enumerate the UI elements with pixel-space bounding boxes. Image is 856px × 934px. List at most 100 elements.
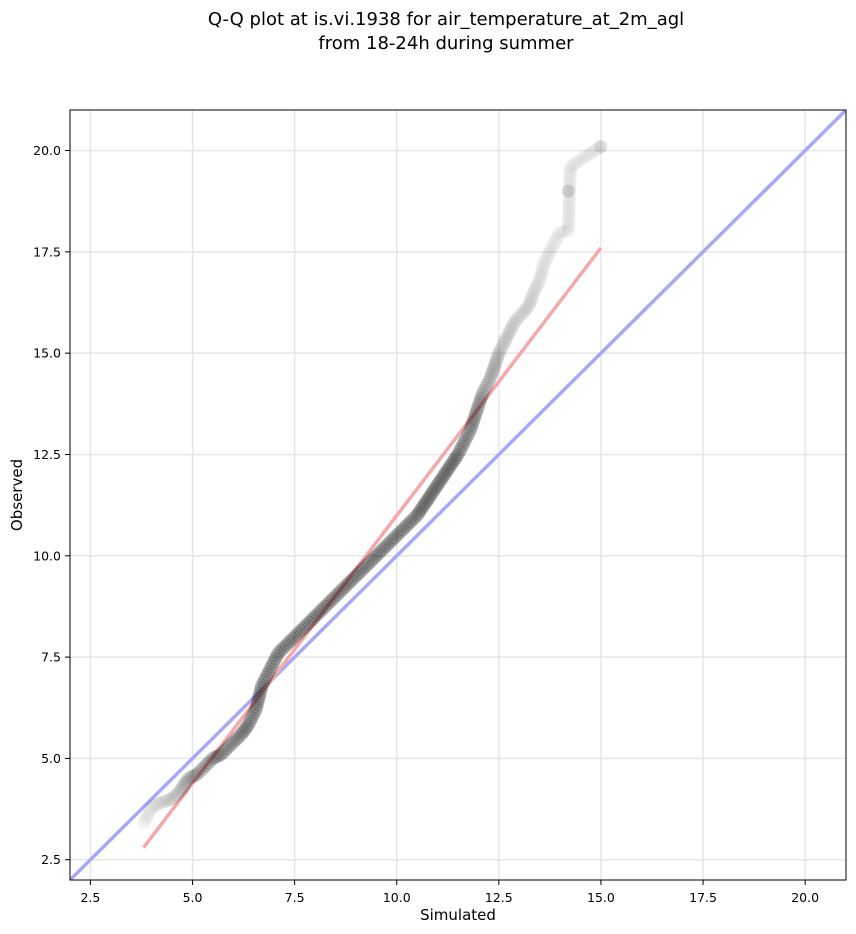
quantile-point: [326, 591, 341, 606]
quantile-point: [385, 532, 400, 547]
quantile-point: [363, 554, 378, 569]
quantile-point: [240, 719, 255, 733]
quantile-point: [357, 560, 372, 575]
quantile-point: [408, 510, 423, 525]
y-axis-label: Observed: [8, 459, 26, 531]
quantile-point: [228, 733, 243, 748]
quantile-point: [418, 496, 433, 511]
quantile-point: [251, 691, 266, 706]
quantile-point: [507, 316, 521, 330]
quantile-point: [328, 589, 343, 604]
quantile-point: [506, 319, 520, 333]
quantile-point: [519, 302, 533, 316]
quantile-point: [490, 351, 504, 365]
quantile-point: [287, 629, 302, 644]
quantile-point: [187, 768, 202, 783]
quantile-point: [594, 139, 608, 153]
quantile-point: [316, 601, 331, 616]
quantile-point: [260, 667, 275, 682]
quantile-point: [334, 583, 349, 598]
quantile-point: [429, 479, 444, 494]
quantile-point: [399, 518, 414, 533]
quantile-point: [493, 343, 507, 357]
quantile-point: [336, 581, 351, 596]
quantile-point: [207, 750, 222, 765]
quantile-point: [253, 683, 268, 698]
grid-layer: [70, 110, 846, 880]
quantile-point: [442, 459, 457, 474]
quantile-point: [449, 449, 464, 464]
quantile-point: [492, 346, 506, 360]
quantile-point: [195, 761, 210, 776]
reference-line-1-to-1: [70, 110, 846, 880]
y-tick-label: 12.5: [33, 447, 61, 462]
quantile-point: [453, 442, 468, 457]
quantile-point: [475, 386, 490, 401]
quantile-point: [261, 664, 276, 679]
quantile-point: [365, 552, 380, 567]
quantile-point: [205, 751, 220, 766]
quantile-point: [500, 331, 514, 345]
quantile-point: [441, 461, 456, 476]
data-layer: [70, 110, 846, 880]
quantile-point: [318, 599, 333, 614]
y-tick-label: 2.5: [41, 852, 61, 867]
y-tick-label: 20.0: [33, 143, 61, 158]
quantile-point: [248, 702, 263, 717]
quantile-point: [212, 748, 227, 763]
quantile-point: [496, 338, 510, 352]
x-tick-label: 5.0: [183, 890, 203, 905]
quantile-point: [391, 526, 406, 541]
quantile-point: [226, 735, 241, 750]
quantile-point: [427, 481, 442, 496]
quantile-point: [431, 475, 446, 490]
quantile-point: [340, 577, 355, 592]
quantile-point: [279, 637, 294, 652]
quantile-point: [468, 406, 483, 421]
quantile-point: [330, 587, 345, 602]
quantile-point: [455, 439, 470, 454]
quantile-point: [422, 490, 437, 505]
quantile-point: [324, 593, 339, 608]
quantile-point: [214, 747, 229, 762]
quantile-point: [267, 654, 282, 669]
quantile-point: [322, 595, 337, 610]
quantile-point: [486, 360, 501, 375]
quantile-point: [352, 565, 367, 579]
x-tick-label: 20.0: [791, 890, 819, 905]
quantile-point: [464, 418, 479, 433]
quantile-point: [297, 619, 312, 634]
quantile-point: [469, 403, 484, 418]
chart-title-line-2: from 18-24h during summer: [318, 33, 574, 54]
quantile-point: [461, 425, 476, 440]
quantile-point: [389, 528, 404, 543]
quantile-point: [252, 686, 267, 701]
x-tick-label: 2.5: [80, 890, 100, 905]
quantile-point: [486, 363, 501, 378]
quantile-point: [183, 770, 198, 785]
quantile-point: [484, 368, 499, 383]
quantile-point: [433, 473, 448, 488]
quantile-point: [434, 471, 449, 486]
quantile-point: [249, 700, 264, 715]
quantile-point: [201, 755, 216, 770]
quantile-point: [518, 304, 532, 318]
quantile-point: [256, 675, 271, 690]
quantile-point: [216, 745, 231, 760]
quantile-point: [348, 569, 363, 584]
plot-frame: [69, 109, 847, 881]
quantile-point: [497, 336, 511, 350]
quantile-point: [465, 415, 480, 430]
quantile-point: [501, 328, 515, 342]
quantile-point: [269, 648, 284, 663]
x-tick-label: 17.5: [689, 890, 717, 905]
quantile-point: [264, 659, 279, 674]
y-tick-label: 7.5: [41, 650, 61, 665]
quantile-point: [234, 727, 249, 742]
quantile-point: [483, 370, 498, 385]
quantile-point: [299, 617, 314, 632]
quantile-point: [468, 408, 483, 423]
quantile-point: [155, 795, 169, 809]
quantile-point: [456, 436, 471, 451]
quantile-point: [393, 524, 408, 539]
